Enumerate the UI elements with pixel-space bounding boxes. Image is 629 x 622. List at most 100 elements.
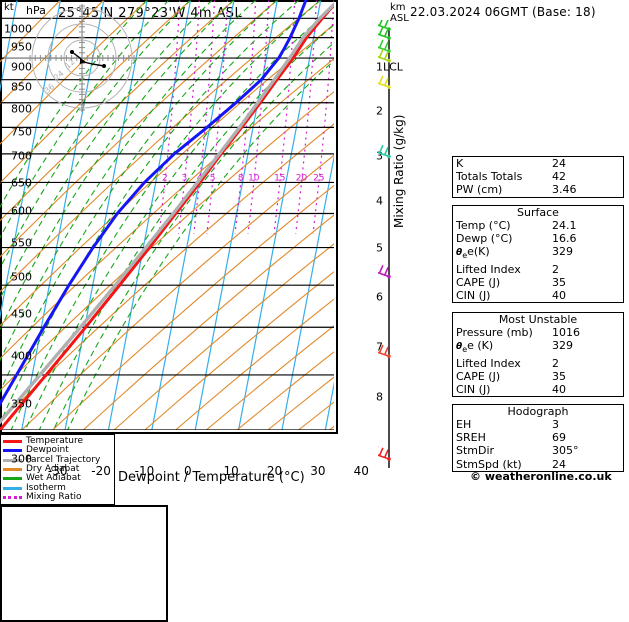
info-key: CIN (J) [456, 383, 491, 396]
info-key: θee(K) [456, 245, 490, 261]
legend-item: Wet Adiabat [3, 474, 112, 483]
mixing-ratio-label: 25 [313, 173, 324, 183]
info-value: 69 [552, 431, 566, 445]
surface-box: Surface Temp (°C) 24.1 Dewp (°C) 16.6 θee(K) 3… [452, 205, 624, 304]
hodograph-panel[interactable]: kt 12 24 36 [0, 2, 168, 622]
info-row: Pressure (mb) 1016 [453, 326, 623, 339]
info-row: Dewp (°C) 16.6 [453, 232, 623, 245]
legend-label: Dry Adiabat [26, 464, 80, 475]
legend-swatch [3, 468, 22, 472]
mixing-ratio-label: 5 [210, 173, 216, 183]
skewt-canvas: 2 3 4 5 8 10 15 20 25 [0, 0, 334, 430]
info-key: CAPE (J) [456, 369, 501, 383]
height-tick: 4 [376, 194, 383, 208]
wind-barb [378, 446, 391, 461]
temperature-tick: -30 [47, 464, 68, 478]
info-key: Lifted Index [456, 356, 521, 370]
temperature-tick: -20 [91, 464, 111, 478]
height-tick: 6 [376, 290, 383, 304]
height-tick: 8 [376, 390, 383, 404]
info-row: Temp (°C) 24.1 [453, 219, 623, 232]
info-value: 329 [552, 339, 573, 353]
info-row: Totals Totals 42 [453, 170, 623, 183]
info-row: CAPE (J) 35 [453, 276, 623, 289]
box-title: Hodograph [507, 405, 569, 418]
pressure-tick: 450 [11, 307, 32, 321]
height-tick: 5 [376, 241, 383, 255]
info-key: CIN (J) [456, 289, 491, 303]
temperature-tick: -10 [134, 464, 155, 478]
temperature-tick: 0 [183, 464, 192, 478]
info-row: K 24 [453, 157, 623, 170]
legend-label: Mixing Ratio [26, 491, 82, 502]
height-tick: 7 [376, 340, 383, 354]
height-unit-line2: ASL [390, 13, 409, 24]
temperature-axis: -30 -20 -10 0 10 20 30 40 [47, 464, 369, 478]
info-value: 24 [552, 157, 566, 170]
wind-barb [378, 47, 391, 63]
info-key: Lifted Index [456, 262, 521, 276]
info-row: EH 3 [453, 418, 623, 431]
profile-dewpoint [0, 0, 308, 407]
info-value: 1016 [552, 326, 580, 339]
mixing-ratio-label: 15 [274, 173, 285, 183]
skewt-plot[interactable]: 2 3 4 5 8 10 15 20 25 [0, 0, 338, 434]
height-tick: 3 [376, 149, 383, 163]
legend-label: Parcel Trajectory [26, 454, 101, 465]
pressure-unit-label: hPa [26, 4, 46, 17]
info-key: StmDir [456, 444, 495, 458]
info-value: 42 [552, 170, 566, 184]
most-unstable-box: Most Unstable Pressure (mb) 1016 θee (K) 329… [452, 312, 624, 398]
pressure-tick: 1000 [4, 22, 32, 36]
pressure-tick: 550 [11, 236, 32, 250]
pressure-tick: 300 [11, 452, 32, 466]
legend-swatch [3, 440, 22, 444]
height-unit-line1: km [390, 2, 406, 13]
info-value: 3 [552, 418, 559, 431]
pressure-tick: 850 [11, 80, 32, 94]
info-row: StmDir 305° [453, 444, 623, 457]
info-key: SREH [456, 431, 486, 445]
temperature-tick: 10 [223, 464, 239, 478]
info-value: 2 [552, 356, 559, 370]
profile-temperature [0, 2, 334, 430]
wind-barb [378, 74, 391, 89]
info-value: 40 [552, 289, 566, 303]
info-row: CAPE (J) 35 [453, 370, 623, 383]
info-row: θee (K) 329 [453, 339, 623, 356]
legend-swatch [3, 486, 22, 490]
info-row: SREH 69 [453, 431, 623, 444]
info-row: Lifted Index 2 [453, 263, 623, 276]
legend-swatch [3, 449, 22, 453]
pressure-tick: 750 [11, 125, 32, 139]
info-value: 305° [552, 444, 579, 458]
legend-swatch [3, 495, 22, 499]
profile-parcel-trajectory [0, 2, 334, 425]
info-value: 24.1 [552, 219, 577, 232]
pressure-tick: 350 [11, 397, 32, 411]
info-value: 35 [552, 369, 566, 383]
legend-item: Dewpoint [3, 446, 112, 455]
wind-barb [378, 343, 391, 359]
info-key: Pressure (mb) [456, 326, 533, 339]
pressure-tick: 600 [11, 204, 32, 218]
info-value: 24 [552, 457, 566, 471]
info-value: 2 [552, 262, 559, 276]
x-axis-label: Dewpoint / Temperature (°C) [118, 470, 305, 485]
indices-box: K 24 Totals Totals 42 PW (cm) 3.46 [452, 156, 624, 198]
info-value: 3.46 [552, 183, 577, 197]
pressure-axis: 300 350 400 450 500 550 600 650 700 750 800 850 900 9… [0, 0, 32, 486]
pressure-tick: 950 [11, 40, 32, 54]
pressure-tick: 400 [11, 349, 32, 363]
info-row: CIN (J) 40 [453, 289, 623, 302]
wind-barb-column [378, 20, 391, 468]
box-title: Surface [517, 206, 559, 219]
info-key: CAPE (J) [456, 276, 501, 289]
pressure-tick: 650 [11, 176, 32, 190]
legend-label: Wet Adiabat [26, 473, 81, 484]
info-value: 35 [552, 276, 566, 289]
box-title: Most Unstable [498, 313, 578, 326]
height-unit-label: km ASL [390, 2, 409, 24]
temperature-tick: 30 [310, 464, 326, 478]
